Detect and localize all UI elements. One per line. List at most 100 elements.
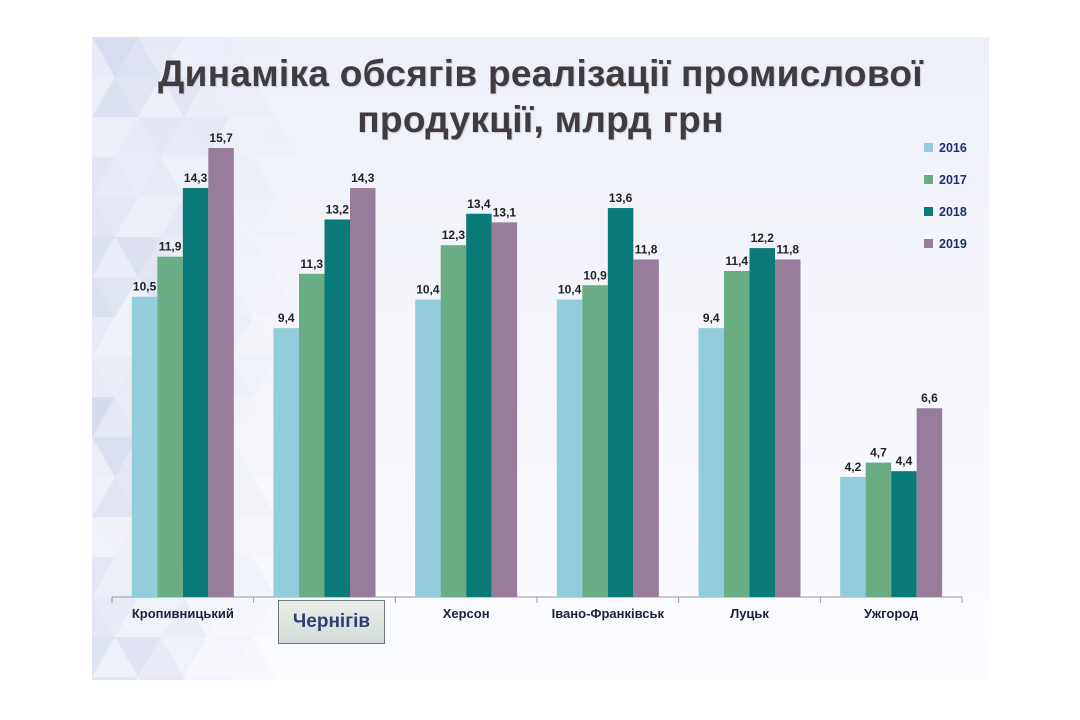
pattern-triangle — [138, 597, 184, 637]
data-label: 10,4 — [558, 283, 582, 297]
pattern-triangle — [92, 157, 138, 197]
pattern-triangle — [161, 37, 207, 77]
legend-swatch-2018 — [924, 207, 933, 216]
pattern-triangle — [138, 677, 184, 680]
pattern-triangle — [184, 637, 230, 677]
pattern-triangle — [230, 197, 276, 237]
pattern-triangle — [138, 157, 184, 197]
pattern-triangle — [161, 77, 207, 117]
pattern-triangle — [92, 437, 138, 477]
pattern-triangle — [92, 517, 138, 557]
data-label: 13,4 — [467, 197, 491, 211]
data-label: 12,3 — [442, 228, 466, 242]
pattern-triangle — [230, 77, 276, 117]
pattern-triangle — [115, 37, 161, 77]
data-label: 10,9 — [583, 268, 607, 282]
pattern-triangle — [230, 397, 276, 437]
data-label: 11,8 — [776, 243, 799, 257]
pattern-triangle — [230, 157, 276, 197]
bar-2017 — [299, 273, 325, 597]
pattern-triangle — [92, 597, 138, 637]
data-label: 14,3 — [351, 171, 375, 185]
pattern-triangle — [184, 77, 230, 117]
legend-swatch-2017 — [924, 175, 933, 184]
bar-2018 — [466, 213, 492, 597]
pattern-triangle — [161, 157, 207, 197]
bar-2016 — [840, 476, 866, 597]
data-label: 4,7 — [870, 446, 887, 460]
legend-label-2016: 2016 — [939, 141, 967, 155]
data-label: 12,2 — [751, 231, 775, 245]
bar-2017 — [440, 245, 467, 597]
category-label: Херсон — [443, 606, 490, 621]
pattern-triangle — [115, 77, 161, 117]
pattern-triangle — [184, 37, 230, 77]
bar-2017 — [724, 270, 750, 597]
pattern-triangle — [115, 597, 161, 637]
pattern-triangle — [92, 277, 138, 317]
legend-swatch-2019 — [924, 239, 933, 248]
bar-2016 — [131, 296, 158, 597]
bar-2016 — [273, 328, 299, 597]
pattern-triangle — [184, 117, 230, 157]
bar-2018 — [182, 188, 209, 597]
pattern-triangle — [138, 117, 184, 157]
chart-title-line-1: Динаміка обсягів реалізації промислової — [158, 53, 923, 94]
data-label: 14,3 — [184, 171, 208, 185]
pattern-triangle — [92, 77, 138, 117]
bar-2019 — [350, 188, 376, 597]
pattern-triangle — [184, 677, 230, 680]
pattern-triangle — [207, 117, 253, 157]
legend-label-2018: 2018 — [939, 205, 967, 219]
pattern-triangle — [230, 437, 276, 477]
pattern-triangle — [92, 557, 138, 597]
pattern-triangle — [230, 317, 276, 357]
pattern-triangle — [230, 557, 276, 597]
data-label: 11,8 — [635, 243, 658, 257]
bar-2019 — [775, 259, 801, 597]
bar-2019 — [916, 408, 943, 597]
data-label: 13,2 — [326, 202, 350, 216]
pattern-triangle — [115, 637, 161, 677]
bar-chart: 10,5 11,9 14,3 15,7 Кропивницький 9,4 11,3 13,2… — [111, 131, 967, 621]
data-label: 6,6 — [921, 391, 938, 405]
pattern-triangle — [253, 37, 299, 77]
bar-2017 — [582, 285, 608, 597]
pattern-triangle — [230, 597, 276, 637]
pattern-triangle — [230, 637, 276, 677]
pattern-triangle — [230, 277, 276, 317]
pattern-triangle — [92, 37, 138, 77]
data-label: 9,4 — [278, 311, 295, 325]
chart-title-line-2: продукції, млрд грн — [357, 99, 724, 140]
pattern-triangle — [230, 117, 276, 157]
bar-2016 — [556, 299, 583, 597]
pattern-triangle — [115, 157, 161, 197]
pattern-triangle — [115, 197, 161, 237]
pattern-triangle — [230, 477, 276, 517]
data-label: 13,6 — [609, 191, 633, 205]
pattern-triangle — [138, 197, 184, 237]
bar-2016 — [698, 328, 724, 597]
pattern-triangle — [92, 677, 138, 680]
bar-2018 — [324, 219, 350, 598]
bar-2019 — [633, 259, 659, 597]
pattern-triangle — [207, 37, 253, 77]
pattern-triangle — [253, 277, 299, 317]
category-label: Ужгород — [864, 606, 919, 621]
legend-label-2017: 2017 — [939, 173, 967, 187]
data-label: 15,7 — [209, 131, 233, 145]
chart-title: Динаміка обсягів реалізації промислової … — [92, 51, 989, 143]
pattern-triangle — [182, 677, 186, 680]
pattern-triangle — [92, 397, 138, 437]
data-label: 11,3 — [300, 257, 323, 271]
bar-2019 — [208, 147, 234, 597]
pattern-triangle — [92, 197, 138, 237]
bar-2018 — [607, 208, 634, 598]
legend-swatch-2016 — [924, 143, 933, 152]
pattern-triangle — [207, 597, 253, 637]
pattern-triangle — [207, 637, 253, 677]
highlighted-category-label: Чернігів — [292, 611, 371, 632]
pattern-triangle — [92, 117, 138, 157]
category-label: Івано-Франківськ — [552, 606, 665, 621]
bar-2016 — [415, 299, 441, 597]
